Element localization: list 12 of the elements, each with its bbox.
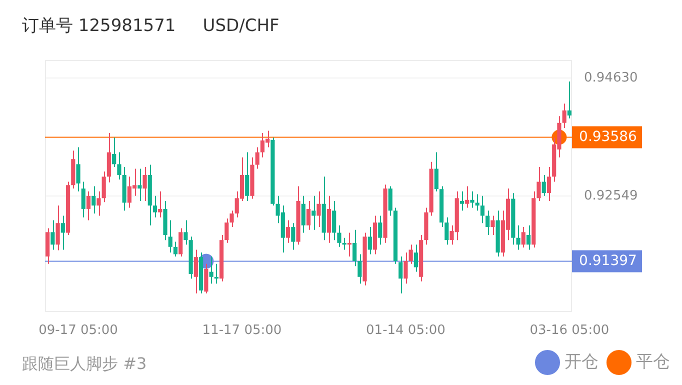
x-tick-label: 09-17 05:00 [38,323,118,338]
legend-label: 平仓 [636,352,670,372]
chart-title: 订单号 125981571 USD/CHF [22,15,280,37]
y-tick-label: 0.92549 [584,188,638,204]
text: 跟随巨人脚步 #3 [22,354,147,375]
x-tick-label: 01-14 05:00 [366,323,446,338]
legend-label: 开仓 [564,352,598,372]
ref-line-label: 0.91397 [579,252,637,269]
ref-line-label: 0.93586 [579,128,638,145]
x-tick-label: 03-16 05:00 [530,323,610,338]
y-tick-label: 0.94630 [584,70,638,86]
x-tick-label: 11-17 05:00 [202,323,282,338]
